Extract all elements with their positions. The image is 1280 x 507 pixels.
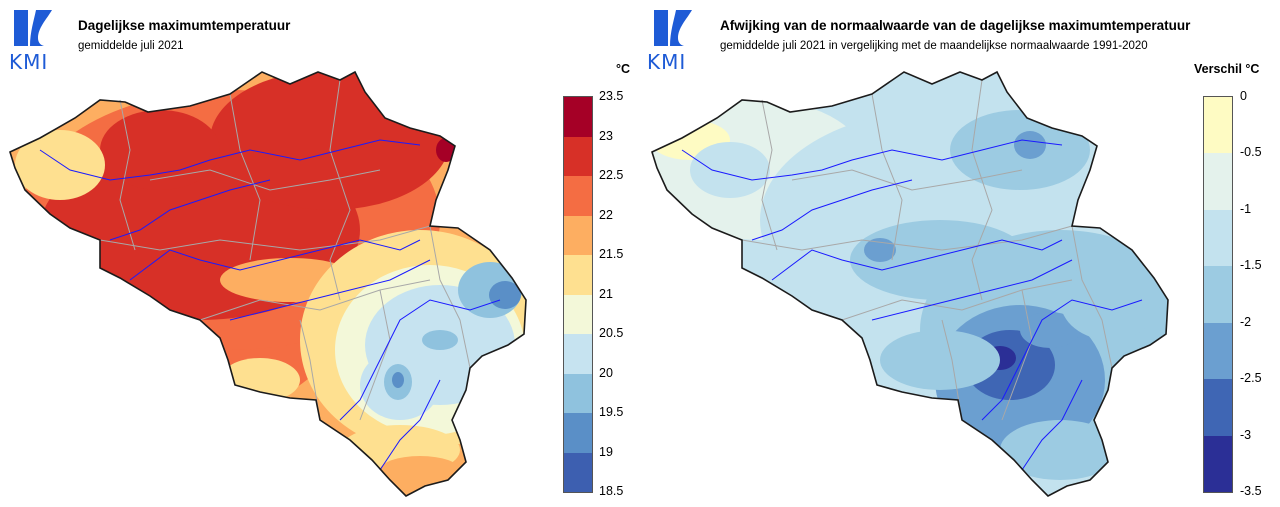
map-title: Afwijking van de normaalwaarde van de da…: [720, 18, 1191, 33]
kmi-logo-icon: [648, 8, 698, 52]
legend-tick: 18.5: [599, 484, 624, 498]
left-panel: KMI Dagelijkse maximumtemperatuur gemidd…: [8, 8, 631, 498]
legend-swatch: [564, 413, 592, 453]
legend-swatch: [1204, 97, 1232, 154]
legend-unit: Verschil °C: [1194, 62, 1260, 76]
legend-swatch: [1204, 153, 1232, 210]
legend-tick: -3: [1240, 427, 1252, 442]
legend-swatch: [564, 255, 592, 295]
legend-tick: 21.5: [599, 247, 624, 261]
kmi-logo-text: KMI: [9, 50, 49, 74]
legend-colorbar: [1203, 96, 1233, 493]
legend-swatch: [564, 136, 592, 176]
legend-swatch: [564, 334, 592, 374]
legend-tick: 23.5: [599, 89, 624, 103]
legend-tick: 23: [599, 128, 613, 143]
right-panel: KMI Afwijking van de normaalwaarde van d…: [640, 0, 1280, 507]
legend-tick: -1: [1240, 201, 1252, 216]
legend-tick: 21: [599, 286, 613, 301]
legend-swatch: [1204, 379, 1232, 436]
legend-tick: 20.5: [599, 326, 624, 340]
legend-swatch: [1204, 209, 1232, 267]
legend-swatch: [564, 176, 592, 216]
legend-swatch: [1204, 266, 1232, 323]
belgium-anomaly-map: [651, 71, 1169, 497]
legend-swatch: [1204, 322, 1232, 380]
legend-tick: -0.5: [1240, 145, 1262, 160]
legend-tick: 22: [599, 207, 613, 222]
map-title: Dagelijkse maximumtemperatuur: [78, 18, 291, 33]
legend-unit: °C: [616, 62, 631, 76]
legend-tick: -2: [1240, 314, 1252, 329]
legend-tick: -3.5: [1240, 484, 1262, 498]
legend-swatch: [564, 452, 592, 492]
legend-tick: 0: [1240, 89, 1247, 103]
kmi-logo-icon: [8, 8, 58, 52]
legend-colorbar: [563, 96, 593, 493]
legend-tick: 19.5: [599, 405, 624, 419]
legend-swatch: [564, 215, 592, 255]
legend-tick: -1.5: [1240, 258, 1262, 273]
legend-swatch: [564, 373, 592, 413]
map-subtitle: gemiddelde juli 2021 in vergelijking met…: [720, 40, 1148, 52]
legend-swatch: [564, 97, 592, 137]
legend-swatch: [1204, 435, 1232, 492]
legend-tick: -2.5: [1240, 371, 1262, 386]
kmi-logo-text: KMI: [647, 50, 687, 74]
legend-tick: 20: [599, 365, 613, 380]
legend-tick: 19: [599, 444, 613, 459]
legend-swatch: [564, 294, 592, 334]
legend-tick: 22.5: [599, 168, 624, 182]
map-subtitle: gemiddelde juli 2021: [78, 40, 184, 52]
belgium-temperature-map: [9, 71, 527, 497]
